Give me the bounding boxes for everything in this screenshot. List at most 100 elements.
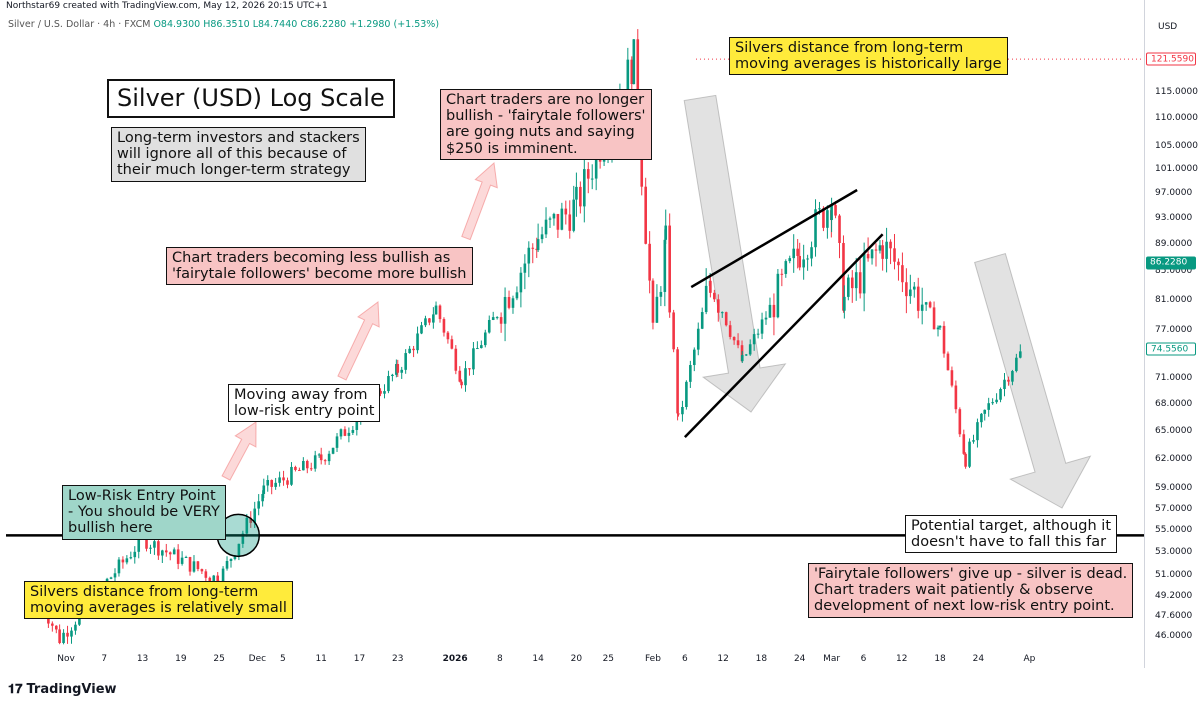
candle-body xyxy=(487,319,491,333)
candle-body xyxy=(180,557,184,564)
candle-body xyxy=(274,482,277,487)
candle-body xyxy=(724,312,728,326)
candle-body xyxy=(936,327,940,330)
candle-body xyxy=(648,243,651,281)
change-value: +1.2980 (+1.53%) xyxy=(349,19,440,30)
price-label: 121.5590 xyxy=(1146,52,1196,66)
price-label: 74.5560 xyxy=(1146,342,1196,356)
y-tick-label: 77.0000 xyxy=(1155,325,1193,336)
tradingview-logo[interactable]: 𝟏𝟕 TradingView xyxy=(8,682,117,697)
x-tick-label: 25 xyxy=(602,654,615,664)
arrow-moving-away xyxy=(221,421,257,481)
candle-body xyxy=(972,440,975,442)
candle-body xyxy=(188,556,192,572)
candle-body xyxy=(693,349,696,366)
candle-body xyxy=(298,469,301,471)
candle-body xyxy=(946,353,950,371)
candle-body xyxy=(531,247,535,249)
x-tick-label: 19 xyxy=(175,654,187,664)
candle-body xyxy=(58,629,61,644)
symbol-label[interactable]: Silver / U.S. Dollar · 4h · FXCM xyxy=(8,19,151,30)
candle-body xyxy=(991,402,994,404)
less-bullish-note: Chart traders becoming less bullish as '… xyxy=(166,247,473,286)
candle-body xyxy=(1015,357,1018,372)
candle-body xyxy=(424,318,427,326)
candle-body xyxy=(630,59,634,85)
candle-body xyxy=(556,213,560,230)
candle-body xyxy=(428,318,431,323)
y-tick-label: 49.2000 xyxy=(1155,591,1193,602)
candle-body xyxy=(536,239,540,251)
currency-unit[interactable]: USD xyxy=(1158,22,1178,32)
candle-body xyxy=(677,413,680,415)
candle-body xyxy=(442,319,446,333)
x-tick-label: 6 xyxy=(860,654,867,664)
candle-body xyxy=(968,441,971,467)
x-tick-label: 6 xyxy=(681,654,688,664)
candle-body xyxy=(732,336,736,341)
candle-body xyxy=(689,365,692,382)
candle-body xyxy=(1019,351,1022,358)
candle-body xyxy=(736,340,740,346)
candle-body xyxy=(983,409,987,414)
price-chart[interactable] xyxy=(0,0,1144,668)
candle-body xyxy=(858,272,862,294)
candle-body xyxy=(1011,371,1014,382)
candle-body xyxy=(798,255,801,268)
y-tick-label: 51.0000 xyxy=(1155,569,1193,580)
candle-body xyxy=(672,312,675,350)
ohlc-legend: Silver / U.S. Dollar · 4h · FXCM O84.930… xyxy=(8,19,439,30)
candle-body xyxy=(204,571,208,578)
candle-body xyxy=(229,558,233,561)
candle-body xyxy=(796,248,799,256)
candle-body xyxy=(881,245,884,259)
price-axis[interactable] xyxy=(1144,0,1200,668)
candle-body xyxy=(476,348,479,350)
candle-body xyxy=(200,569,204,572)
candle-body xyxy=(495,317,499,319)
y-tick-label: 110.0000 xyxy=(1155,113,1198,124)
candle-body xyxy=(519,272,523,293)
candle-body xyxy=(748,344,752,355)
candle-body xyxy=(626,59,630,100)
candle-body xyxy=(685,381,688,408)
candle-body xyxy=(784,261,788,274)
candle-body xyxy=(161,550,164,556)
low-value: L84.7440 xyxy=(252,19,298,30)
candle-body xyxy=(153,541,156,548)
candle-body xyxy=(351,429,355,433)
candle-body xyxy=(676,349,679,414)
candle-body xyxy=(149,547,152,549)
candle-body xyxy=(313,455,317,469)
candle-body xyxy=(416,333,419,351)
open-value: O84.9300 xyxy=(153,19,201,30)
candle-body xyxy=(302,460,305,471)
candle-body xyxy=(987,403,990,410)
candle-body xyxy=(728,325,732,337)
x-tick-label: 17 xyxy=(353,654,366,664)
candle-body xyxy=(523,263,527,273)
candle-body xyxy=(834,205,837,216)
candle-body xyxy=(62,632,65,644)
candle-body xyxy=(583,169,586,207)
candle-body xyxy=(216,575,220,587)
candle-body xyxy=(113,573,117,578)
candle-body xyxy=(157,541,160,556)
candle-body xyxy=(323,460,327,462)
x-tick-label: Ap xyxy=(1023,654,1036,664)
candle-body xyxy=(327,453,331,462)
candle-body xyxy=(928,302,932,308)
candle-body xyxy=(262,485,266,494)
y-tick-label: 57.0000 xyxy=(1155,503,1193,514)
candle-body xyxy=(355,420,359,430)
candle-body xyxy=(938,325,942,328)
x-tick-label: Nov xyxy=(57,654,75,664)
candle-body xyxy=(137,535,141,552)
candle-body xyxy=(74,624,77,631)
candle-body xyxy=(507,296,511,308)
candle-body xyxy=(168,552,172,555)
y-tick-label: 93.0000 xyxy=(1155,213,1193,224)
candle-body xyxy=(527,247,531,264)
chart-credit: Northstar69 created with TradingView.com… xyxy=(6,1,328,11)
candle-body xyxy=(740,355,744,362)
